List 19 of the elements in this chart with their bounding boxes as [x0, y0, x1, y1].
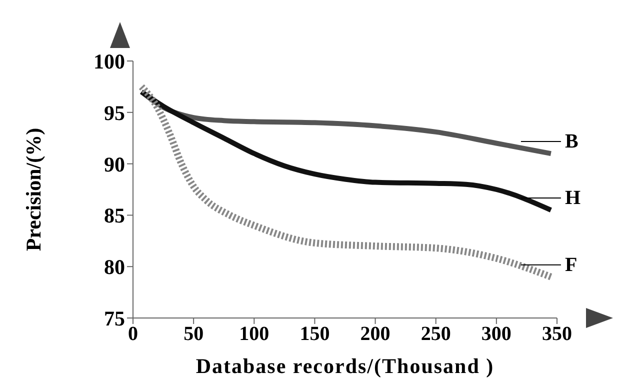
x-tick-label: 300	[481, 323, 512, 346]
y-tick-label: 75	[104, 306, 125, 330]
x-tick-label: 250	[420, 323, 451, 346]
y-tick-label: 85	[104, 204, 125, 228]
x-tick-label: 0	[128, 323, 138, 346]
series-label: F	[564, 254, 578, 276]
x-tick-label: 200	[360, 323, 390, 346]
x-tick-label: 350	[542, 323, 572, 346]
x-tick-label: 150	[300, 323, 330, 346]
x-tick-label: 100	[239, 323, 270, 346]
y-axis-title: Precision/(%)	[21, 128, 46, 252]
y-tick-label: 80	[104, 255, 125, 280]
y-tick-label: 90	[104, 152, 125, 176]
x-axis-title: Database records/(Thousand )	[196, 354, 494, 378]
y-tick-label: 100	[94, 49, 125, 74]
series-label: H	[564, 187, 581, 210]
x-tick-label: 50	[184, 323, 204, 346]
y-tick-label: 95	[104, 100, 125, 125]
series-label: B	[564, 130, 578, 153]
